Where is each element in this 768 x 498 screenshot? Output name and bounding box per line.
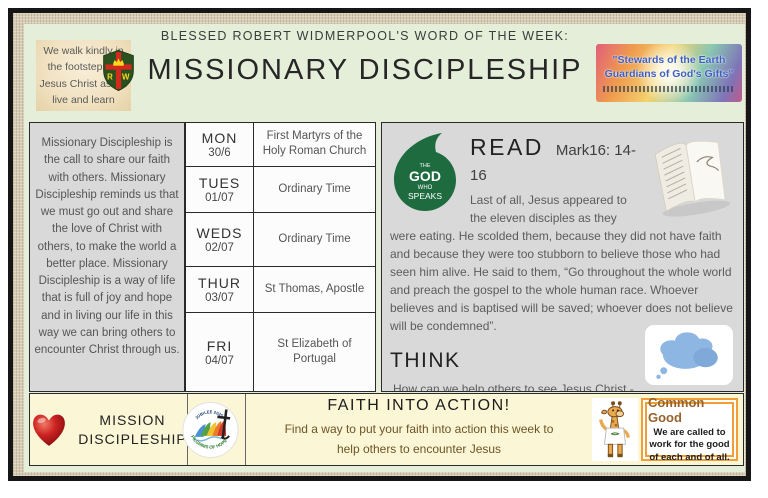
stewards-line-2: Guardians of God's Gifts" bbox=[604, 68, 734, 80]
svg-text:THE: THE bbox=[420, 163, 431, 169]
svg-text:GOD: GOD bbox=[409, 168, 441, 184]
giraffe-mascot-icon bbox=[594, 399, 636, 460]
day-cell: FRI 04/07 bbox=[186, 313, 254, 391]
faith-into-action-title: FAITH INTO ACTION! bbox=[327, 397, 511, 414]
faith-into-action-text: Find a way to put your faith into action… bbox=[284, 422, 554, 457]
pilgrims-logo-cell: JUBILEE 2025 PILGRIMS OF HOPE bbox=[182, 394, 246, 465]
header: BLESSED ROBERT WIDMERPOOL'S WORD OF THE … bbox=[102, 29, 628, 92]
footer-strip: MISSION DISCIPLESHIP JUBILEE 2025 bbox=[29, 393, 744, 466]
open-bible-image bbox=[654, 140, 730, 217]
read-heading-row: READ Mark16: 14-16 bbox=[390, 130, 733, 187]
svg-text:SPEAKS: SPEAKS bbox=[408, 191, 442, 201]
common-good-title: Common Good bbox=[648, 394, 705, 425]
day-cell: MON 30/6 bbox=[186, 123, 254, 166]
thought-cloud-icon bbox=[656, 332, 718, 379]
pilgrims-of-hope-logo: JUBILEE 2025 PILGRIMS OF HOPE bbox=[182, 401, 239, 458]
feast-day-calendar: MON 30/6 First Martyrs of the Holy Roman… bbox=[185, 122, 376, 392]
table-row: MON 30/6 First Martyrs of the Holy Roman… bbox=[186, 123, 375, 167]
stewards-line-1: "Stewards of the Earth bbox=[612, 54, 726, 67]
mission-discipleship-label: MISSION DISCIPLESHIP bbox=[78, 411, 187, 447]
read-think-panel: THE GOD WHO SPEAKS READ Mark16: 14-16 bbox=[381, 122, 744, 392]
feast-cell: Ordinary Time bbox=[278, 182, 351, 195]
poster-frame: We walk kindly in the footsteps of Jesus… bbox=[8, 8, 751, 481]
feast-cell: St Elizabeth of Portugal bbox=[277, 337, 352, 366]
table-row: TUES 01/07 Ordinary Time bbox=[186, 166, 375, 213]
giraffe-mascot-card bbox=[592, 398, 638, 461]
scripture-reference: Mark16: 14-16 bbox=[470, 142, 636, 184]
intro-panel: Missionary Discipleship is the call to s… bbox=[29, 122, 185, 392]
thought-cloud-card bbox=[645, 325, 733, 385]
page-subtitle: BLESSED ROBERT WIDMERPOOL'S WORD OF THE … bbox=[160, 29, 570, 43]
think-heading: THINK bbox=[390, 349, 461, 372]
feast-cell: First Martyrs of the Holy Roman Church bbox=[262, 129, 367, 158]
feast-cell: St Thomas, Apostle bbox=[264, 283, 365, 296]
scripture-text: Last of all, Jesus appeared to the eleve… bbox=[390, 193, 733, 333]
school-crest-icon: R W bbox=[102, 49, 134, 92]
page-title: MISSIONARY DISCIPLESHIP bbox=[147, 54, 583, 86]
read-heading: READ bbox=[470, 134, 544, 160]
mission-discipleship-cell: MISSION DISCIPLESHIP bbox=[30, 394, 188, 465]
banner-small-print bbox=[603, 85, 735, 92]
heart-icon bbox=[33, 414, 66, 446]
svg-text:WHO: WHO bbox=[418, 185, 433, 191]
common-good-text: We are called to work for the good of ea… bbox=[649, 426, 730, 463]
day-cell: WEDS 02/07 bbox=[186, 212, 254, 267]
feast-cell: Ordinary Time bbox=[278, 232, 351, 245]
common-good-card: Common Good We are called to work for th… bbox=[641, 394, 738, 463]
mission-statement-text: We walk kindly in the footsteps of Jesus… bbox=[39, 44, 128, 106]
stewards-banner-image: "Stewards of the Earth Guardians of God'… bbox=[596, 44, 742, 102]
day-cell: THUR 03/07 bbox=[186, 267, 254, 313]
table-row: WEDS 02/07 Ordinary Time bbox=[186, 212, 375, 268]
svg-text:W: W bbox=[122, 72, 130, 81]
day-cell: TUES 01/07 bbox=[186, 166, 254, 212]
table-row: FRI 04/07 St Elizabeth of Portugal bbox=[186, 313, 375, 391]
god-who-speaks-logo-icon: THE GOD WHO SPEAKS bbox=[394, 133, 456, 211]
intro-text: Missionary Discipleship is the call to s… bbox=[34, 137, 180, 356]
faith-into-action-cell: FAITH INTO ACTION! Find a way to put you… bbox=[246, 394, 592, 465]
poster-background: We walk kindly in the footsteps of Jesus… bbox=[24, 24, 745, 472]
svg-text:R: R bbox=[107, 72, 113, 81]
table-row: THUR 03/07 St Thomas, Apostle bbox=[186, 267, 375, 314]
think-text: How can we help others to see Jesus Chri… bbox=[393, 381, 634, 392]
